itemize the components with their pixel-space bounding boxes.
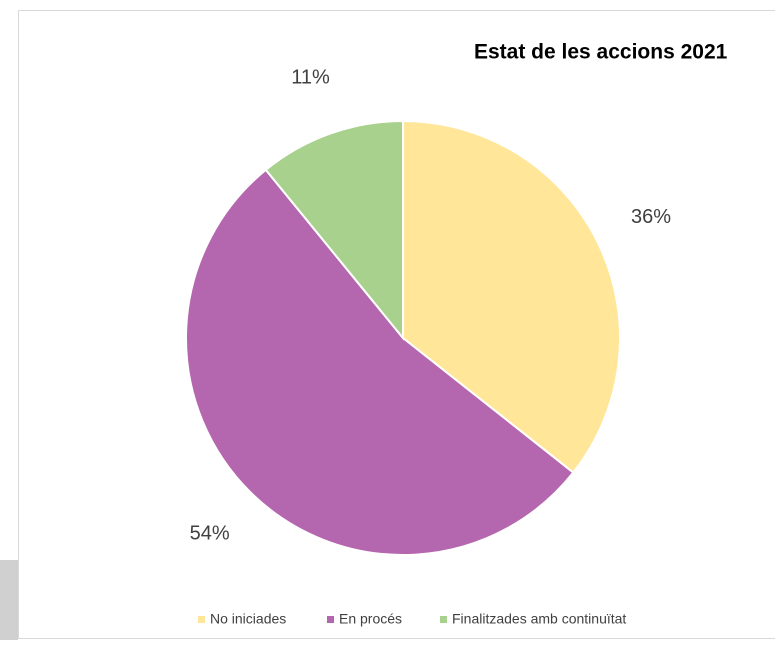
legend-swatch (440, 616, 447, 623)
legend-label: En procés (339, 611, 402, 627)
chart-title: Estat de les accions 2021 (474, 41, 728, 64)
data-label: 54% (190, 523, 230, 545)
pie-slice (264, 119, 404, 341)
background-strip (0, 560, 18, 640)
legend-label: No iniciades (210, 611, 286, 627)
legend-swatch (198, 616, 205, 623)
legend-swatch (327, 616, 334, 623)
legend-label: Finalitzades amb continuïtat (452, 611, 626, 627)
data-label: 11% (291, 67, 330, 89)
pie-slice (402, 119, 621, 474)
pie-slice (185, 168, 575, 556)
data-label: 36% (631, 206, 671, 228)
